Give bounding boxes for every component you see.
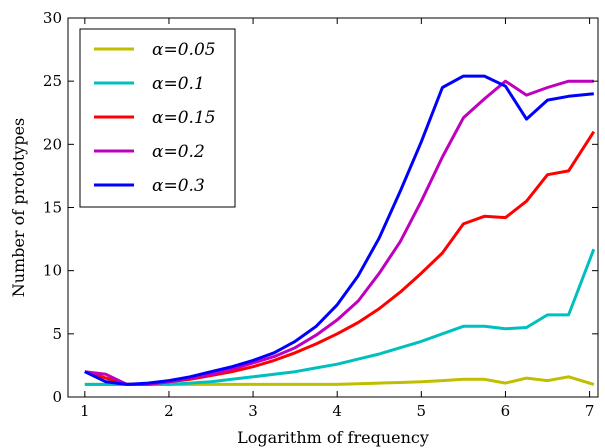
y-tick-label: 30	[43, 9, 62, 27]
legend-label: α=0.1	[152, 74, 205, 94]
series-lines	[84, 74, 596, 386]
y-tick-label: 10	[43, 262, 62, 280]
x-tick-label: 7	[585, 402, 595, 420]
x-tick-label: 4	[332, 402, 342, 420]
y-tick-label: 15	[43, 199, 62, 217]
series-line-5	[84, 74, 594, 386]
x-tick-label: 1	[80, 402, 90, 420]
legend-label: α=0.15	[152, 108, 216, 128]
legend: α=0.05 α=0.1 α=0.15 α=0.2 α=0.3	[79, 28, 236, 208]
x-tick-label: 5	[417, 402, 427, 420]
axis-ticks: 1 2 3 4 5 6 7 0 5 10 15 20 25 30	[43, 9, 598, 420]
x-axis-label: Logarithm of frequency	[237, 428, 429, 447]
x-tick-label: 3	[248, 402, 258, 420]
x-tick-label: 6	[501, 402, 511, 420]
legend-label: α=0.3	[152, 176, 205, 196]
x-tick-label: 2	[164, 402, 174, 420]
y-tick-label: 25	[43, 72, 62, 90]
y-tick-label: 20	[43, 135, 62, 153]
y-tick-label: 0	[52, 388, 62, 406]
legend-label: α=0.2	[152, 142, 205, 162]
y-tick-label: 5	[52, 325, 62, 343]
series-line-2	[84, 248, 596, 386]
y-axis-label: Number of prototypes	[9, 118, 28, 298]
legend-label: α=0.05	[152, 40, 216, 60]
